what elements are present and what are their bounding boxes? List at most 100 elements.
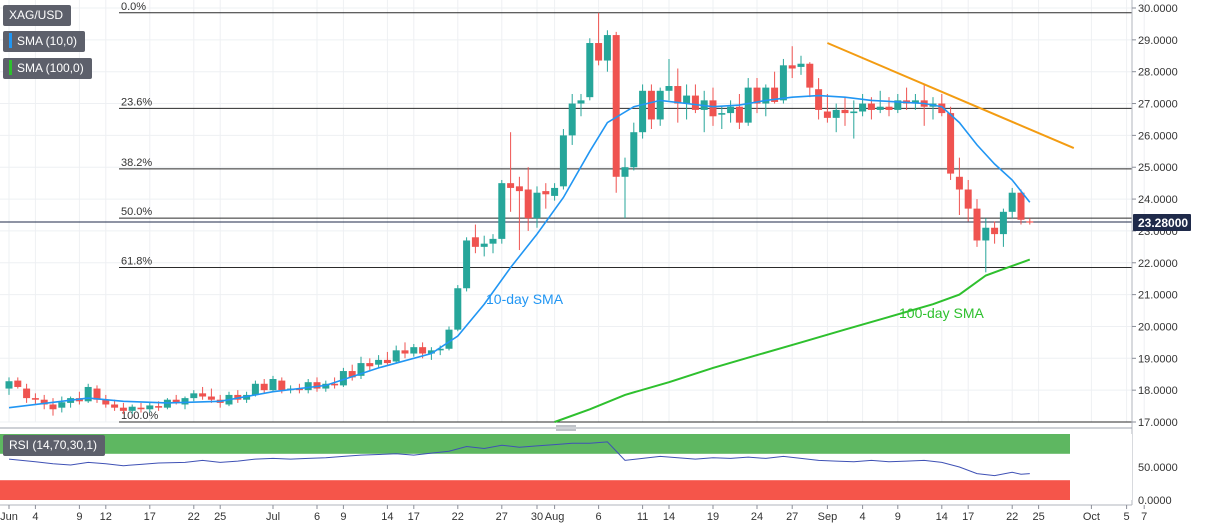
candle	[119, 402, 127, 415]
legend-rsi[interactable]: RSI (14,70,30,1)	[3, 435, 106, 456]
candle	[313, 377, 321, 392]
candle-body	[542, 191, 550, 195]
x-tick-label: 14	[936, 511, 948, 523]
annotations: 10-day SMA 100-day SMA	[486, 291, 984, 321]
candle	[348, 364, 356, 381]
legend-sma100[interactable]: SMA (100,0)	[3, 58, 92, 79]
candle-body	[146, 405, 154, 410]
candle	[630, 122, 638, 171]
candle-body	[427, 350, 435, 354]
x-tick-label: Oct	[1083, 511, 1100, 523]
candle-body	[867, 103, 875, 110]
candle-body	[955, 176, 963, 190]
candle-body	[181, 398, 189, 405]
candle-body	[251, 383, 259, 395]
candle	[507, 132, 515, 212]
y-tick-label: 25.0000	[1138, 162, 1178, 174]
candle	[955, 157, 963, 215]
x-tick-label: 22	[452, 511, 464, 523]
candle	[471, 224, 479, 254]
candle	[23, 383, 31, 403]
candle-body	[383, 359, 391, 364]
candle	[551, 183, 559, 201]
candle	[656, 87, 664, 126]
candle-body	[832, 109, 840, 118]
candle-body	[823, 111, 831, 118]
candle-body	[727, 106, 735, 114]
indicator-lines	[8, 42, 1075, 423]
x-tick-label: 9	[340, 511, 346, 523]
x-tick-label: Jul	[266, 511, 280, 523]
legend-instrument[interactable]: XAG/USD	[3, 5, 72, 26]
y-tick-label: 28.0000	[1138, 67, 1178, 79]
fib-level-label: 0.0%	[121, 1, 146, 13]
candle	[40, 394, 48, 410]
candle-body	[735, 106, 743, 123]
candle	[832, 103, 840, 133]
x-tick-label: 25	[1032, 511, 1044, 523]
candle	[128, 404, 136, 415]
candle-body	[973, 208, 981, 241]
candle	[524, 167, 532, 231]
candle	[31, 393, 39, 405]
candle-body	[93, 388, 101, 400]
candle-body	[269, 379, 277, 391]
rsi-tick-label: 50.0000	[1138, 462, 1178, 474]
fib-level-label: 23.6%	[121, 96, 152, 108]
candle	[885, 97, 893, 117]
candle	[859, 93, 867, 117]
candle-body	[84, 386, 92, 402]
x-tick-label: 6	[596, 511, 602, 523]
candle-body	[339, 371, 347, 386]
y-tick-label: 18.0000	[1138, 385, 1178, 397]
candle	[1008, 187, 1016, 219]
candle	[383, 351, 391, 365]
candle	[111, 399, 119, 411]
candle-body	[436, 348, 444, 351]
candle	[691, 84, 699, 114]
candle	[410, 343, 418, 357]
y-tick-label: 19.0000	[1138, 353, 1178, 365]
candle	[982, 218, 990, 273]
candle-body	[463, 240, 471, 289]
candle	[146, 402, 154, 413]
legend-sma10[interactable]: SMA (10,0)	[3, 31, 86, 52]
candle	[568, 93, 576, 145]
fib-level-label: 50.0%	[121, 206, 152, 218]
candle-body	[31, 398, 39, 400]
candle	[445, 326, 453, 351]
candle-body	[947, 113, 955, 174]
fib-level-label: 100.0%	[121, 410, 159, 422]
candle	[559, 129, 567, 190]
candle	[243, 391, 251, 403]
candle	[771, 71, 779, 104]
x-tick-label: 7	[1141, 511, 1147, 523]
price-axis: 30.0000 29.0000 28.0000 27.0000 26.0000 25.00…	[1131, 0, 1191, 505]
candle-body	[859, 103, 867, 112]
candle-body	[137, 407, 145, 410]
y-tick-label: 24.0000	[1138, 194, 1178, 206]
candle	[454, 285, 462, 332]
candle-body	[665, 86, 673, 91]
candle	[973, 199, 981, 247]
candle-body	[559, 135, 567, 187]
candle-body	[1008, 192, 1016, 212]
candle-body	[331, 383, 339, 386]
candle	[718, 106, 726, 130]
candle	[815, 78, 823, 120]
x-tick-label: 11	[637, 511, 648, 523]
candle-body	[577, 100, 585, 104]
y-tick-label: 27.0000	[1138, 99, 1178, 111]
candle-body	[207, 396, 215, 400]
fib-level-label: 38.2%	[121, 157, 152, 169]
candle-body	[357, 363, 365, 376]
candle-body	[40, 399, 48, 405]
x-tick-label: 30	[531, 511, 543, 523]
y-tick-label: 20.0000	[1138, 321, 1178, 333]
pane-divider[interactable]	[0, 425, 1132, 431]
candle-body	[612, 35, 620, 177]
x-tick-label: 27	[786, 511, 798, 523]
candle	[744, 78, 752, 126]
candle-body	[111, 404, 119, 408]
